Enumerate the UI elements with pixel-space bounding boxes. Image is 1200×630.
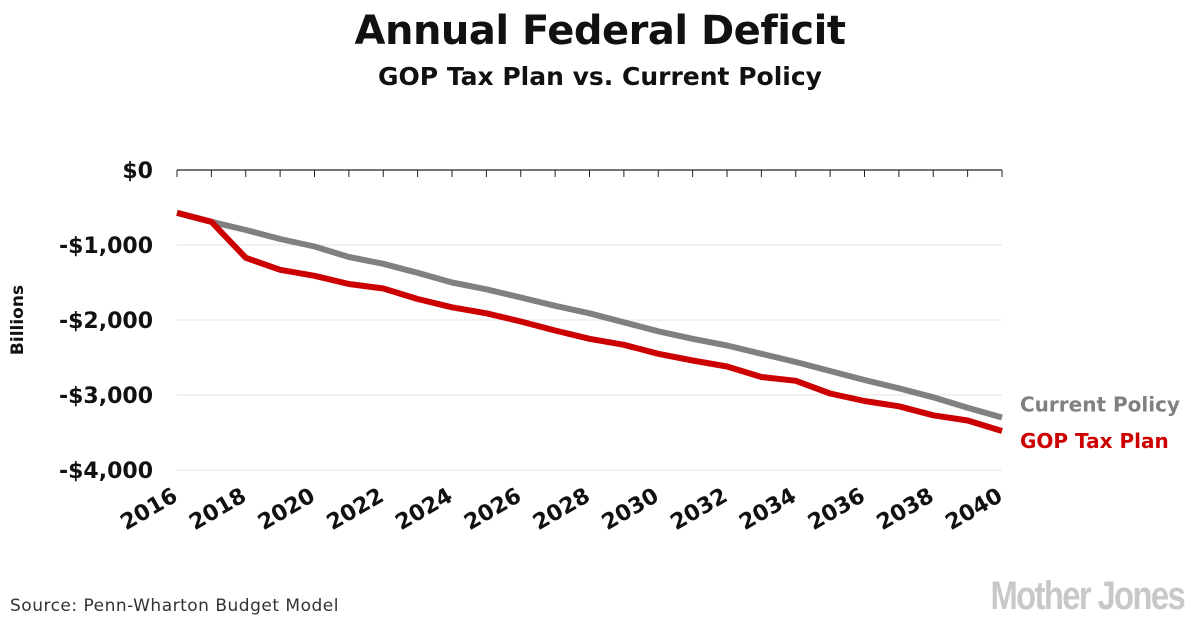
- series-line-gop-tax-plan: [176, 209, 1003, 434]
- chart-subtitle: GOP Tax Plan vs. Current Policy: [378, 62, 822, 91]
- y-tick-label: -$2,000: [59, 309, 153, 334]
- x-tick-label: 2030: [598, 484, 664, 536]
- x-tick-label: 2026: [460, 484, 526, 536]
- x-tick-label: 2016: [116, 484, 182, 536]
- x-tick-label: 2032: [666, 484, 732, 536]
- y-tick-label: -$1,000: [59, 234, 153, 259]
- x-tick-label: 2034: [735, 484, 801, 536]
- x-tick-label: 2038: [873, 484, 939, 536]
- source-note: Source: Penn-Wharton Budget Model: [10, 596, 339, 616]
- y-tick-label: $0: [122, 159, 153, 184]
- y-tick-label: -$3,000: [59, 384, 153, 409]
- y-tick-label: -$4,000: [59, 459, 153, 484]
- x-tick-label: 2020: [254, 484, 320, 536]
- grid-lines: [176, 169, 1003, 471]
- chart-title: Annual Federal Deficit: [354, 8, 846, 54]
- series-labels: Current Policy GOP Tax Plan: [1020, 393, 1180, 454]
- x-tick-label: 2018: [185, 484, 251, 536]
- series-label-gop-tax-plan: GOP Tax Plan: [1020, 429, 1169, 453]
- x-axis-ticks: 2016 2018 2020 2022 2024 2026 2028 2030 2032 2034…: [116, 484, 1007, 536]
- x-tick-label: 2040: [941, 484, 1007, 536]
- series-label-current-policy: Current Policy: [1020, 393, 1180, 417]
- series-lines: [176, 209, 1003, 434]
- x-tick-label: 2028: [529, 484, 595, 536]
- x-tick-label: 2036: [804, 484, 870, 536]
- x-tick-label: 2022: [323, 484, 389, 536]
- series-line-current-policy: [176, 209, 1003, 421]
- y-axis-ticks: $0 -$1,000 -$2,000 -$3,000 -$4,000: [59, 159, 153, 484]
- x-tick-label: 2024: [391, 484, 457, 536]
- brand-logo: Mother Jones: [990, 574, 1185, 618]
